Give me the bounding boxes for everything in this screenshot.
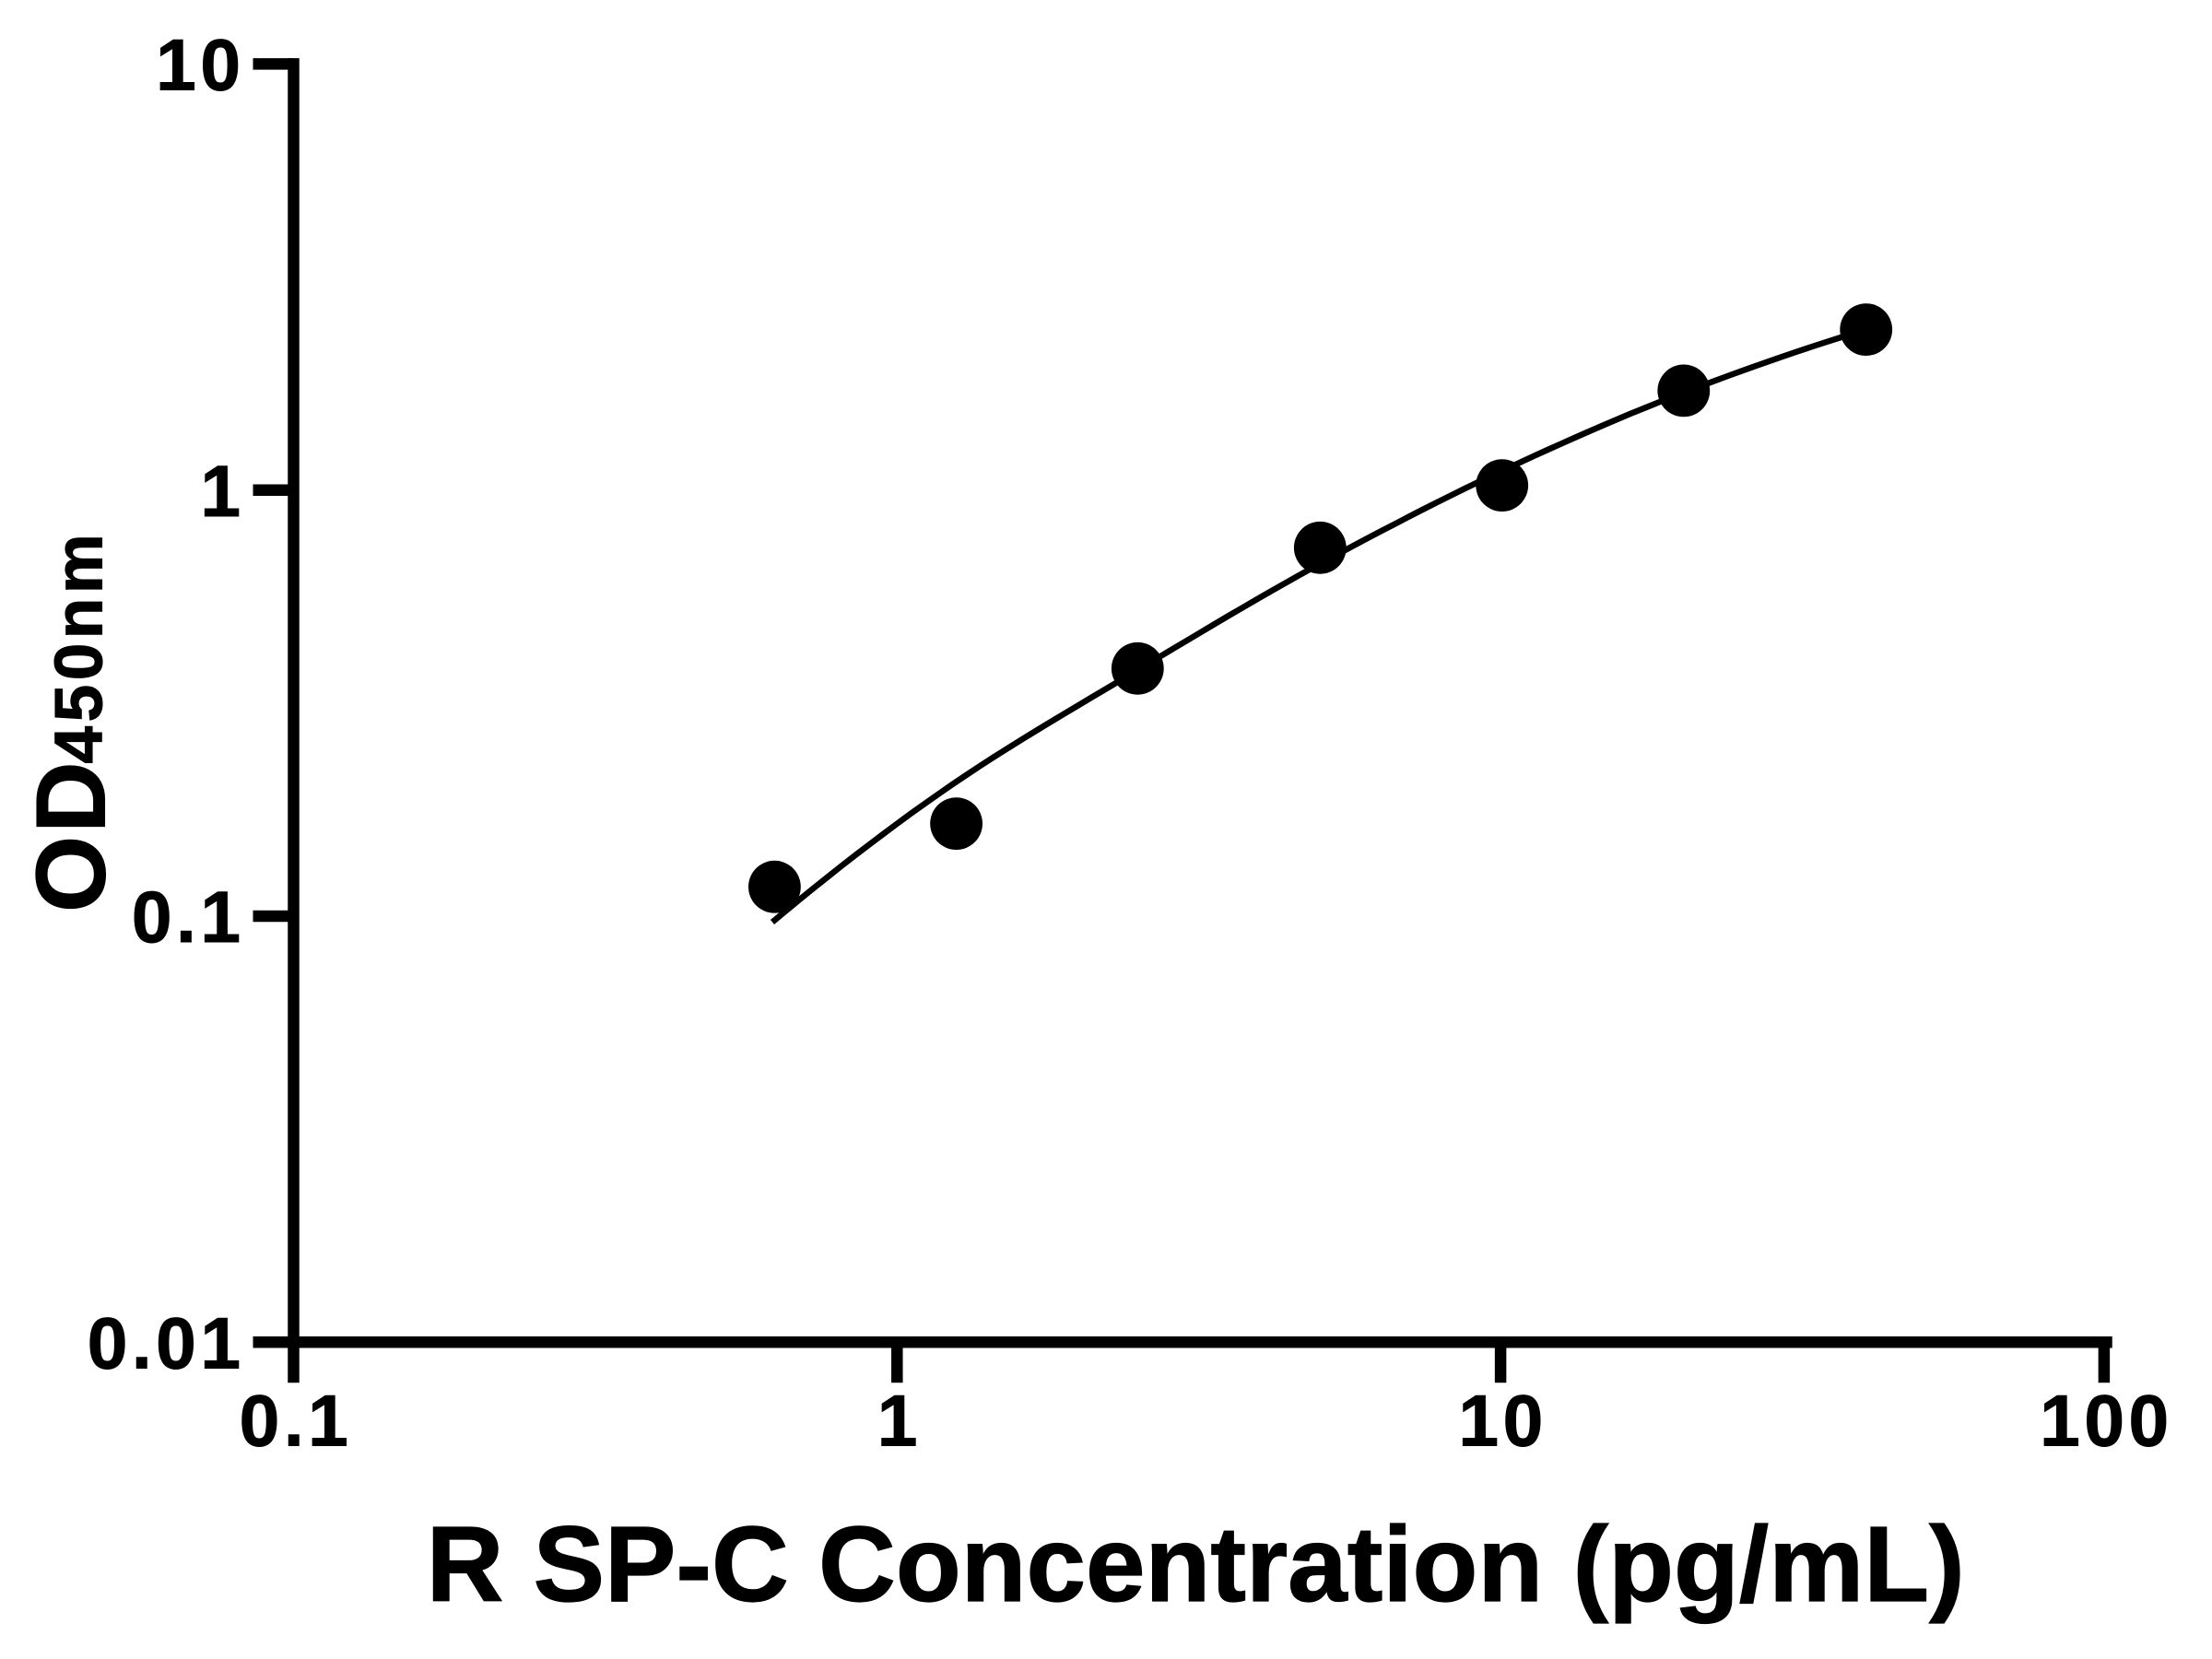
svg-text:0.1: 0.1 bbox=[240, 1381, 353, 1462]
svg-text:0.01: 0.01 bbox=[88, 1303, 245, 1384]
svg-text:0.1: 0.1 bbox=[132, 877, 245, 958]
svg-text:1: 1 bbox=[200, 451, 244, 532]
svg-text:R SP-C Concentration (pg/mL): R SP-C Concentration (pg/mL) bbox=[427, 1504, 1965, 1624]
svg-text:10: 10 bbox=[156, 25, 244, 106]
svg-text:10: 10 bbox=[1458, 1381, 1547, 1462]
svg-text:1: 1 bbox=[877, 1381, 922, 1462]
svg-text:100: 100 bbox=[2040, 1381, 2172, 1462]
